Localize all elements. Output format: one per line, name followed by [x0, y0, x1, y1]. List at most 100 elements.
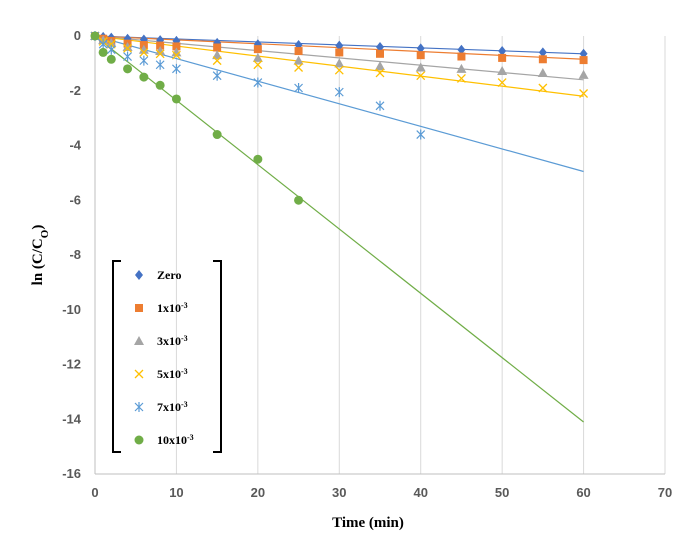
data-point [90, 31, 100, 41]
data-point [213, 43, 222, 52]
legend-label: 1x10-3 [157, 301, 188, 316]
x-tick-label: 40 [413, 485, 427, 500]
data-point [106, 44, 116, 55]
data-point [98, 47, 108, 57]
y-tick-label: -16 [62, 466, 81, 481]
legend-label-base: 7x10 [157, 400, 181, 414]
x-tick-label: 50 [495, 485, 509, 500]
x-tick-label: 10 [169, 485, 183, 500]
legend-label-exponent: -3 [187, 433, 194, 442]
legend-marker [134, 402, 144, 412]
data-point [579, 56, 588, 65]
data-point [538, 83, 548, 93]
data-point [293, 55, 304, 65]
legend-marker [134, 369, 144, 379]
data-point [155, 49, 165, 59]
data-point [123, 64, 133, 74]
data-point [212, 56, 222, 66]
legend-label: 5x10-3 [157, 367, 188, 382]
data-point [335, 48, 344, 57]
data-point [578, 69, 589, 79]
data-point [538, 55, 547, 64]
data-point [335, 40, 344, 51]
legend-marker [135, 270, 143, 280]
legend-marker [134, 336, 144, 345]
legend-label-base: 10x10 [157, 433, 187, 447]
data-point [498, 53, 507, 62]
legend-label-base: 5x10 [157, 367, 181, 381]
y-tick-label: -12 [62, 357, 81, 372]
data-point [538, 47, 547, 58]
data-point [497, 78, 507, 87]
data-point [155, 46, 166, 56]
data-point [171, 94, 181, 104]
legend-marker [134, 435, 144, 445]
data-point [172, 42, 181, 51]
data-point [294, 47, 303, 56]
y-tick-label: -10 [62, 302, 81, 317]
data-point [155, 59, 165, 70]
data-point [139, 55, 149, 66]
data-point [123, 43, 133, 53]
data-point [212, 50, 223, 60]
y-tick-label: -4 [69, 138, 81, 153]
data-point [139, 47, 149, 57]
data-point [334, 58, 345, 68]
data-point [537, 67, 548, 77]
y-tick-label: 0 [74, 28, 81, 43]
data-point [334, 65, 344, 75]
data-point [375, 61, 385, 71]
data-point [122, 41, 133, 51]
data-point [497, 66, 508, 76]
legend-label: Zero [157, 268, 181, 282]
trendline [94, 35, 584, 173]
y-tick-label: -2 [69, 83, 81, 98]
data-point [139, 72, 149, 82]
data-point [375, 100, 385, 111]
data-point [376, 49, 384, 58]
data-point [253, 77, 263, 88]
data-point [456, 73, 466, 83]
data-point [416, 51, 425, 60]
legend-label: 7x10-3 [157, 400, 188, 415]
legend-bracket-right [213, 260, 222, 453]
legend-marker [135, 304, 143, 312]
data-point [123, 51, 132, 62]
data-point [252, 52, 263, 62]
legend-label-exponent: -3 [181, 334, 188, 343]
data-point [456, 63, 467, 73]
legend-label-base: 1x10 [157, 301, 181, 315]
legend-bracket-left [112, 260, 121, 453]
y-axis-title-main: ln (C/C [30, 238, 46, 285]
y-axis-title-close: ) [30, 225, 46, 230]
data-point [375, 68, 385, 78]
data-point [253, 45, 262, 54]
y-tick-label: -6 [69, 192, 81, 207]
data-point [294, 83, 303, 94]
data-point [416, 43, 425, 54]
legend-label-exponent: -3 [181, 400, 188, 409]
data-point [155, 80, 165, 90]
data-point [106, 37, 117, 47]
data-point [457, 44, 466, 55]
data-point [253, 154, 263, 164]
y-tick-label: -8 [69, 247, 81, 262]
legend-label-exponent: -3 [181, 301, 188, 310]
data-point [415, 62, 426, 72]
data-point [294, 195, 304, 205]
x-tick-label: 20 [251, 485, 265, 500]
data-point [171, 47, 182, 57]
x-tick-label: 60 [576, 485, 590, 500]
data-point [253, 60, 263, 70]
data-point [212, 130, 222, 140]
data-point [416, 71, 426, 81]
legend-label: 10x10-3 [157, 433, 194, 448]
data-point [98, 39, 108, 50]
data-point [579, 89, 589, 98]
data-point [376, 41, 384, 52]
x-tick-label: 70 [658, 485, 672, 500]
data-point [498, 46, 507, 57]
legend-label-exponent: -3 [181, 367, 188, 376]
